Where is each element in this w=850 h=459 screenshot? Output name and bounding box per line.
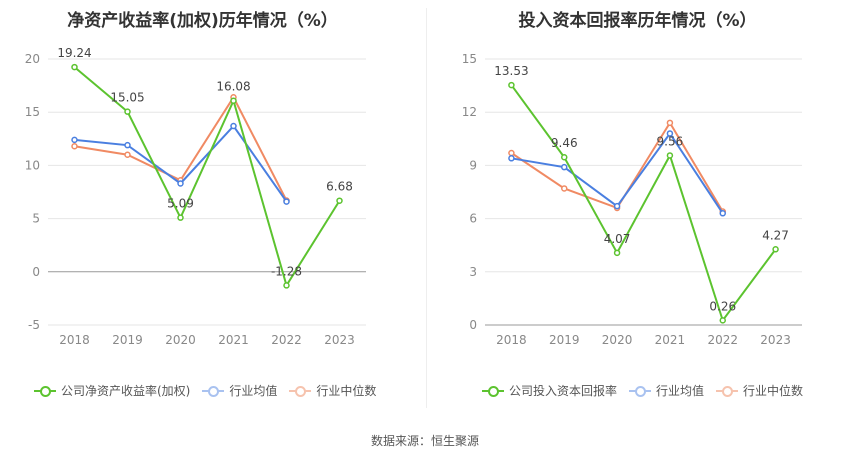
- data-label: 13.53: [494, 64, 528, 78]
- x-tick-label: 2022: [707, 333, 738, 347]
- y-tick-label: 0: [469, 318, 477, 332]
- data-label: 4.07: [604, 232, 631, 246]
- data-label: 0.26: [709, 299, 736, 313]
- legend-item-industry-avg[interactable]: 行业均值: [629, 382, 704, 399]
- x-tick-label: 2020: [602, 333, 633, 347]
- roe-legend: 公司净资产收益率(加权) 行业均值 行业中位数: [34, 382, 388, 399]
- data-point[interactable]: [177, 214, 184, 221]
- chart-title-roic: 投入资本回报率历年情况（%）: [518, 11, 757, 31]
- data-point[interactable]: [666, 130, 674, 137]
- data-point[interactable]: [666, 119, 674, 127]
- legend-label: 行业均值: [656, 384, 705, 398]
- data-point[interactable]: [177, 180, 184, 187]
- legend-line-marker-icon: [482, 385, 504, 397]
- x-tick-label: 2020: [165, 333, 196, 347]
- data-point[interactable]: [230, 122, 237, 130]
- roic-legend: 公司投入资本回报率 行业均值 行业中位数: [482, 382, 815, 399]
- data-point[interactable]: [772, 246, 779, 253]
- x-tick-label: 2022: [271, 333, 302, 347]
- y-tick-label: 15: [462, 52, 477, 66]
- data-label: 9.46: [551, 136, 578, 150]
- x-tick-label: 2018: [496, 333, 527, 347]
- legend-line-marker-icon: [716, 385, 739, 397]
- data-point[interactable]: [124, 108, 131, 115]
- data-point[interactable]: [561, 185, 568, 192]
- y-tick-label: 9: [469, 158, 477, 172]
- x-tick-label: 2018: [59, 333, 90, 347]
- legend-line-marker-icon: [202, 385, 225, 397]
- data-point[interactable]: [71, 142, 78, 150]
- legend-line-marker-icon: [34, 385, 56, 397]
- data-point[interactable]: [613, 202, 621, 210]
- data-point[interactable]: [508, 155, 515, 162]
- x-tick-label: 2019: [549, 333, 580, 347]
- roe-line-chart: -5 0 5 10 15 20 2018 2019 2020 2021 2022 2023 19.24 1…: [25, 46, 366, 347]
- data-label: 4.27: [762, 228, 789, 242]
- data-point[interactable]: [71, 63, 78, 71]
- legend-item-industry-median[interactable]: 行业中位数: [716, 382, 803, 399]
- data-point[interactable]: [561, 153, 568, 161]
- data-point[interactable]: [613, 249, 621, 257]
- data-point[interactable]: [124, 151, 131, 159]
- legend-item-industry-median[interactable]: 行业中位数: [289, 382, 376, 399]
- y-tick-label: 12: [462, 105, 477, 119]
- data-point[interactable]: [719, 210, 726, 217]
- data-point[interactable]: [508, 149, 515, 157]
- data-point[interactable]: [230, 97, 237, 104]
- legend-label: 公司投入资本回报率: [509, 384, 618, 398]
- legend-label: 行业中位数: [316, 384, 377, 398]
- roic-line-chart: 0 3 6 9 12 15 2018 2019 2020 2021 2022 2023 13.53 9.4…: [462, 52, 802, 347]
- data-label: 9.56: [657, 134, 684, 148]
- panel-divider: [426, 8, 427, 408]
- data-point[interactable]: [71, 136, 78, 144]
- data-point[interactable]: [283, 282, 290, 289]
- x-tick-label: 2021: [655, 333, 686, 347]
- x-tick-label: 2021: [218, 333, 249, 347]
- data-label: 15.05: [110, 91, 144, 105]
- y-tick-label: -5: [28, 318, 40, 332]
- y-tick-label: 3: [469, 265, 477, 279]
- chart-title-roe: 净资产收益率(加权)历年情况（%）: [67, 11, 338, 31]
- data-label: -1.28: [271, 264, 302, 278]
- x-tick-label: 2023: [760, 333, 791, 347]
- data-point[interactable]: [336, 197, 343, 204]
- data-source-note: 数据来源：恒生聚源: [370, 434, 479, 448]
- legend-item-company-roe[interactable]: 公司净资产收益率(加权): [34, 382, 190, 399]
- x-tick-label: 2023: [324, 333, 355, 347]
- legend-item-industry-avg[interactable]: 行业均值: [202, 382, 277, 399]
- legend-line-marker-icon: [289, 385, 312, 397]
- x-tick-label: 2019: [112, 333, 143, 347]
- data-point[interactable]: [666, 152, 674, 159]
- data-label: 16.08: [216, 80, 250, 94]
- series-line: [73, 66, 341, 288]
- data-point[interactable]: [124, 141, 131, 149]
- data-label: 6.68: [326, 180, 353, 194]
- legend-line-marker-icon: [629, 385, 652, 397]
- data-label: 5.09: [167, 197, 194, 211]
- legend-label: 行业中位数: [743, 384, 804, 398]
- legend-item-company-roic[interactable]: 公司投入资本回报率: [482, 382, 617, 399]
- data-label: 19.24: [57, 46, 91, 60]
- legend-label: 行业均值: [229, 384, 278, 398]
- y-tick-label: 0: [32, 265, 40, 279]
- data-point[interactable]: [719, 317, 726, 324]
- y-tick-label: 20: [25, 52, 40, 66]
- legend-label: 公司净资产收益率(加权): [61, 384, 191, 398]
- y-tick-label: 10: [25, 158, 40, 172]
- y-tick-label: 15: [25, 105, 40, 119]
- data-point[interactable]: [561, 163, 568, 171]
- data-point[interactable]: [283, 198, 290, 205]
- series-line: [510, 84, 777, 323]
- data-point[interactable]: [508, 81, 515, 89]
- y-tick-label: 5: [32, 212, 40, 226]
- y-tick-label: 6: [469, 212, 477, 226]
